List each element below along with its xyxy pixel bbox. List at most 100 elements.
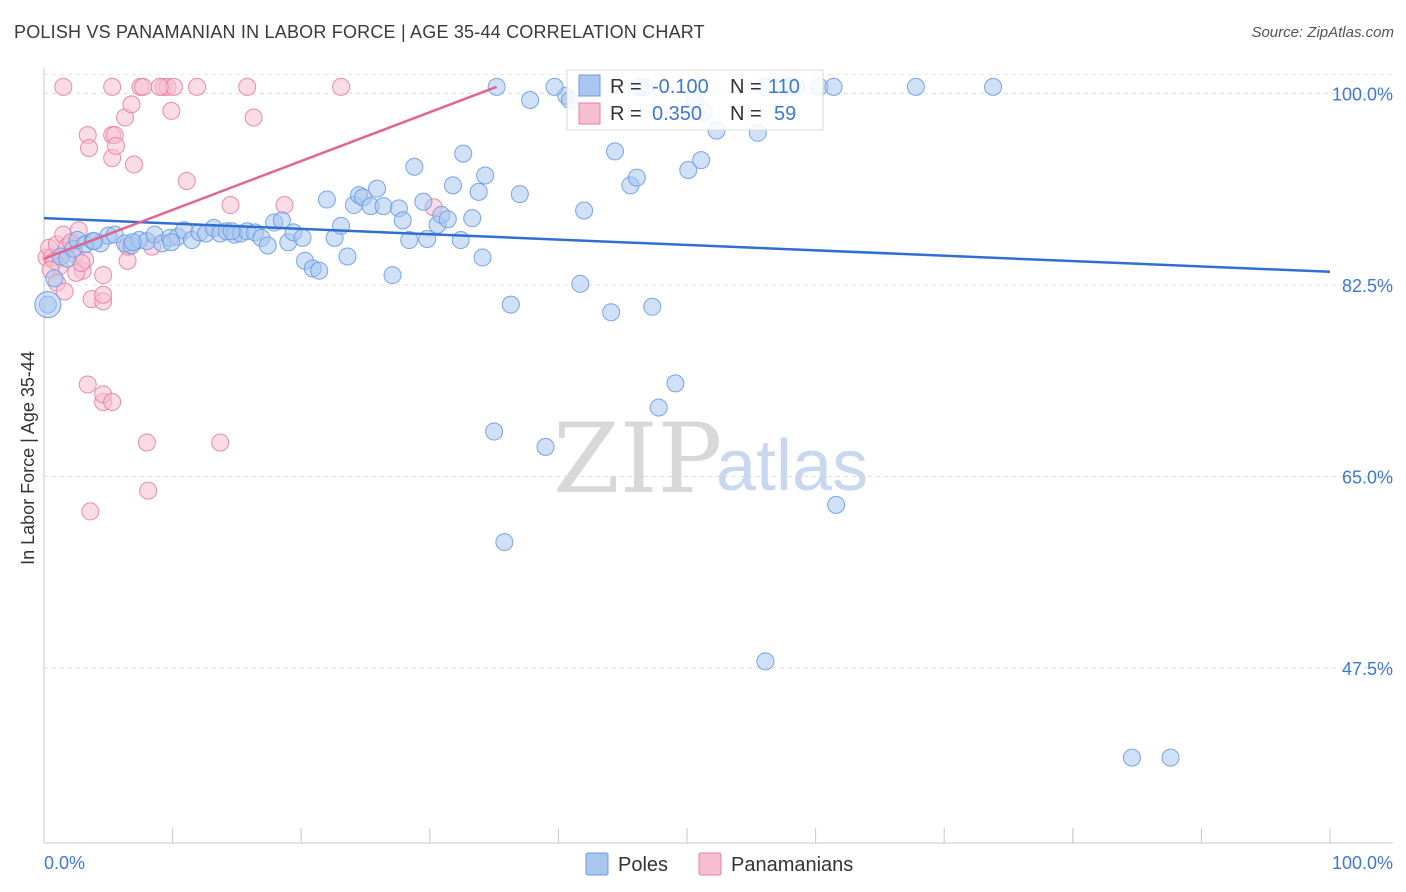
poles-point [495,533,514,552]
poles-point [756,652,775,671]
poles-point [368,179,387,198]
poles-point [438,210,457,229]
poles-point [454,144,473,163]
poles-point [310,261,329,280]
poles-point-large [34,291,62,319]
poles-point [649,398,668,417]
panamanians-point [94,285,113,304]
poles-point [317,190,336,209]
poles-point [824,77,843,96]
trend-lines [43,85,1331,274]
panamanians-point [107,136,126,155]
panamanians-trend-line [43,85,498,260]
panamanians-point [332,77,351,96]
legend-n-value-poles: 110 [768,76,800,98]
panamanians-point [177,171,196,190]
poles-point [605,142,624,161]
legend-r-label-panamanians: R = [610,103,642,125]
poles-point [476,166,495,185]
panamanians-point [211,433,230,452]
poles-point [679,161,698,180]
bottom-legend-swatch-panamanians [698,852,722,876]
watermark: ZIP atlas [553,403,868,515]
poles-point [984,77,1003,96]
panamanians-point [94,266,113,285]
legend-r-label-poles: R = [610,76,642,98]
x-ticks [172,828,1331,843]
poles-point [827,495,846,514]
poles-point [405,157,424,176]
panamanians-point [139,481,158,500]
poles-point [521,90,540,109]
panamanians-points [37,77,443,521]
poles-point [123,233,142,252]
legend-r-value-poles: -0.100 [652,76,709,98]
poles-trend-line [43,216,1331,274]
poles-point [906,77,925,96]
panamanians-point [81,502,100,521]
panamanians-point [275,196,294,215]
bottom-legend-swatch-poles [585,852,609,876]
y-tick-label: 65.0% [1342,467,1393,487]
y-axis-label: In Labor Force | Age 35-44 [18,351,38,565]
legend-box: R = -0.100 N = 110 R = 0.350 N = 59 [566,69,824,131]
chart-title: POLISH VS PANAMANIAN IN LABOR FORCE | AG… [14,22,705,42]
poles-point [258,236,277,255]
poles-point [463,209,482,228]
legend-swatch-poles [578,74,601,97]
panamanians-point [125,155,144,174]
poles-point [545,77,564,96]
panamanians-point [122,95,141,114]
y-tick-label: 82.5% [1342,276,1393,296]
poles-point [627,168,646,187]
panamanians-point [78,375,97,394]
panamanians-point [188,77,207,96]
bottom-legend: Poles Panamanians [585,852,853,876]
poles-point [469,182,488,201]
poles-point [443,176,462,195]
legend-swatch-panamanians [578,102,601,125]
source-label: Source: ZipAtlas.com [1251,24,1394,41]
poles-point [45,269,64,288]
gridlines [44,73,1393,669]
panamanians-point [137,433,156,452]
legend-r-value-panamanians: 0.350 [652,103,702,125]
panamanians-point [134,77,153,96]
bottom-legend-label-panamanians: Panamanians [731,854,853,876]
poles-point [692,151,711,170]
poles-point [293,228,312,247]
poles-point [383,266,402,285]
poles-point [400,231,419,250]
legend-box-frame [566,69,824,131]
poles-point [162,233,181,252]
poles-point [571,274,590,293]
panamanians-point [80,139,99,158]
legend-n-label-poles: N = [730,76,762,98]
poles-point [575,201,594,220]
poles-point [602,303,621,322]
poles-point [510,185,529,204]
watermark-zip: ZIP [553,403,722,515]
y-tick-label: 47.5% [1342,659,1393,679]
x-tick-label-left: 0.0% [44,853,85,873]
poles-point [666,374,685,393]
axes [43,68,1393,844]
poles-points [34,77,1180,767]
poles-point [374,197,393,216]
poles-point [1122,748,1141,767]
poles-point [393,211,412,230]
bottom-legend-label-poles: Poles [618,854,668,876]
legend-n-label-panamanians: N = [730,103,762,125]
panamanians-point [103,393,122,412]
panamanians-point [150,77,169,96]
panamanians-point [221,196,240,215]
poles-point [485,422,504,441]
poles-point [643,297,662,316]
y-tick-label: 100.0% [1332,84,1393,104]
poles-point [338,247,357,266]
panamanians-point [238,77,257,96]
x-tick-label-right: 100.0% [1332,853,1393,873]
panamanians-point [54,77,73,96]
watermark-atlas: atlas [716,426,868,506]
